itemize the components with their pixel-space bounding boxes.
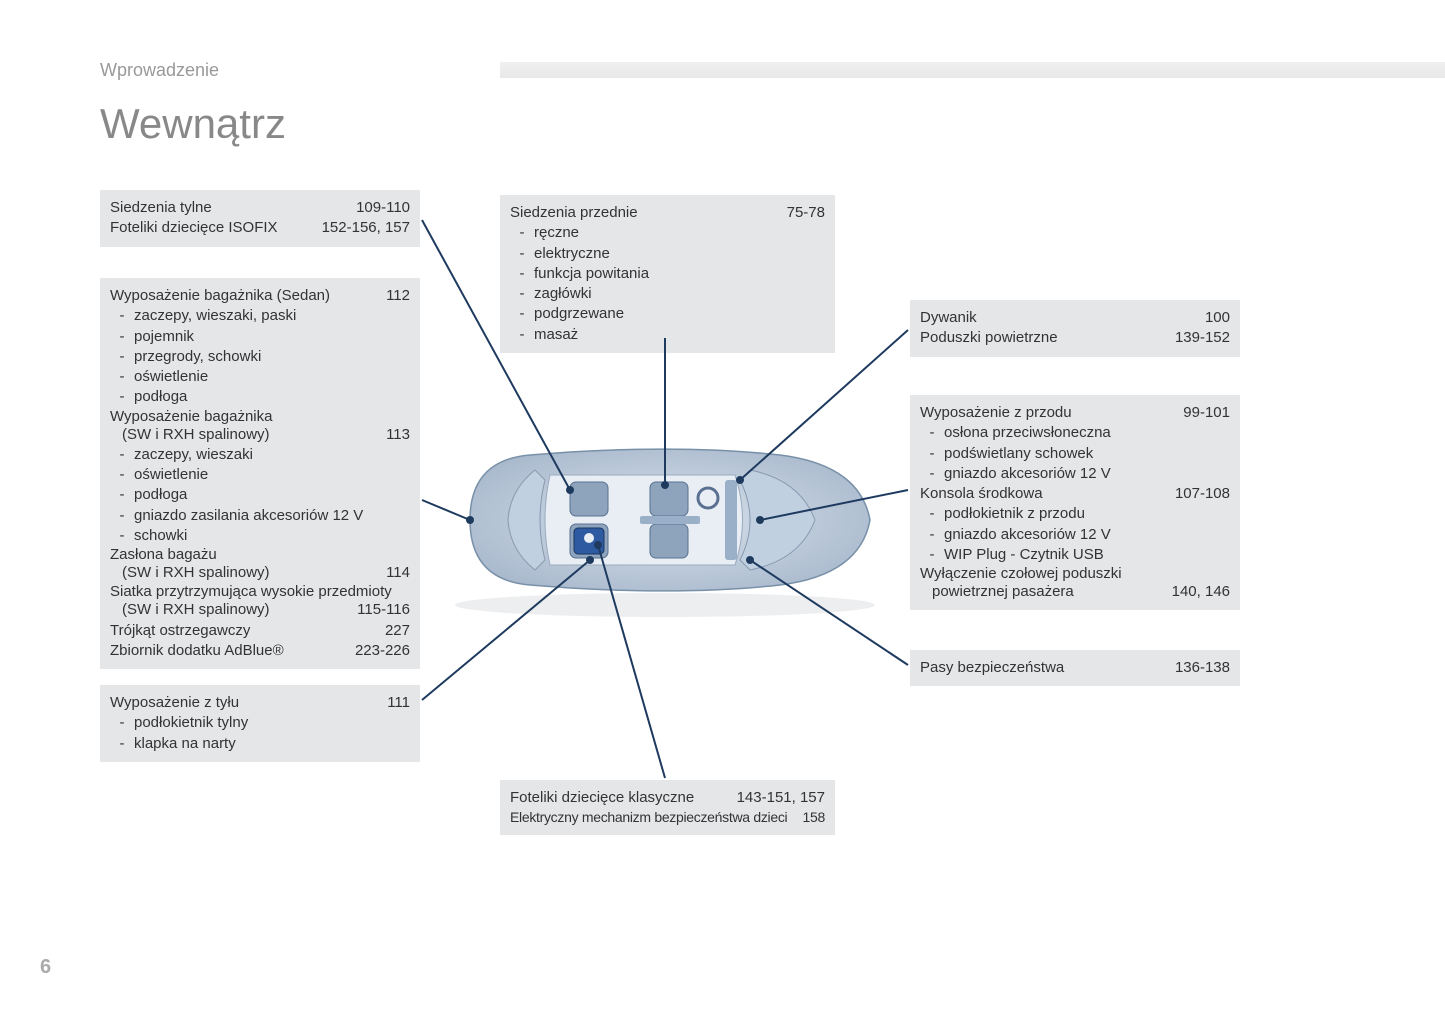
sub: oświetlenie <box>134 367 208 387</box>
sub: podświetlany schowek <box>944 444 1093 464</box>
sub: pojemnik <box>134 327 194 347</box>
pages: 109-110 <box>348 198 410 218</box>
pages: 140, 146 <box>1164 582 1230 602</box>
box-front-equipment: Wyposażenie z przodu99-101 -osłona przec… <box>910 395 1240 610</box>
box-front-seats: Siedzenia przednie75-78 -ręczne -elektry… <box>500 195 835 353</box>
indent: powietrznej pasażera <box>920 582 1164 602</box>
sub: zagłówki <box>534 284 592 304</box>
label: Wyposażenie bagażnika <box>110 408 272 425</box>
pages: 113 <box>378 425 410 445</box>
pages: 100 <box>1197 308 1230 328</box>
label: Siedzenia przednie <box>510 203 779 223</box>
pages: 139-152 <box>1167 328 1230 348</box>
indent: (SW i RXH spalinowy) <box>110 425 378 445</box>
box-rear-seats: Siedzenia tylne109-110 Foteliki dziecięc… <box>100 190 420 247</box>
sub: przegrody, schowki <box>134 347 261 367</box>
sub: podłoga <box>134 387 187 407</box>
pages: 75-78 <box>779 203 825 223</box>
sub: gniazdo akcesoriów 12 V <box>944 525 1111 545</box>
sub: podłokietnik z przodu <box>944 504 1085 524</box>
pages: 143-151, 157 <box>729 788 825 808</box>
pages: 115-116 <box>349 600 410 620</box>
pages: 107-108 <box>1167 484 1230 504</box>
sub: masaż <box>534 325 578 345</box>
sub: gniazdo zasilania akcesoriów 12 V <box>134 506 363 526</box>
label: Foteliki dziecięce klasyczne <box>510 788 729 808</box>
label: Wyłączenie czołowej poduszki <box>920 565 1122 582</box>
car-top-view <box>440 420 890 620</box>
sub: podłokietnik tylny <box>134 713 248 733</box>
label: Trójkąt ostrzegawczy <box>110 621 377 641</box>
label: Wyposażenie z tyłu <box>110 693 379 713</box>
sub: zaczepy, wieszaki <box>134 445 253 465</box>
sub: elektryczne <box>534 244 610 264</box>
box-trunk-equipment: Wyposażenie bagażnika (Sedan)112 -zaczep… <box>100 278 420 669</box>
label: Wyposażenie z przodu <box>920 403 1175 423</box>
label: Konsola środkowa <box>920 484 1167 504</box>
pages: 223-226 <box>347 641 410 661</box>
label: Siedzenia tylne <box>110 198 348 218</box>
pages: 111 <box>379 693 410 713</box>
pages: 158 <box>795 808 825 827</box>
sub: ręczne <box>534 223 579 243</box>
pages: 114 <box>378 563 410 583</box>
label: Dywanik <box>920 308 1197 328</box>
sub: klapka na narty <box>134 734 236 754</box>
label: Zasłona bagażu <box>110 546 217 563</box>
page-title: Wewnątrz <box>100 100 286 148</box>
indent: (SW i RXH spalinowy) <box>110 600 349 620</box>
sub: oświetlenie <box>134 465 208 485</box>
box-child-seats: Foteliki dziecięce klasyczne143-151, 157… <box>500 780 835 835</box>
sub: zaczepy, wieszaki, paski <box>134 306 296 326</box>
page-number: 6 <box>40 956 51 979</box>
sub: funkcja powitania <box>534 264 649 284</box>
label: Pasy bezpieczeństwa <box>920 658 1167 678</box>
label: Elektryczny mechanizm bezpieczeństwa dzi… <box>510 808 795 827</box>
label: Zbiornik dodatku AdBlue® <box>110 641 347 661</box>
indent: (SW i RXH spalinowy) <box>110 563 378 583</box>
box-seatbelts: Pasy bezpieczeństwa136-138 <box>910 650 1240 686</box>
label: Poduszki powietrzne <box>920 328 1167 348</box>
label: Foteliki dziecięce ISOFIX <box>110 218 314 238</box>
top-gradient-bar <box>500 62 1445 78</box>
sub: WIP Plug - Czytnik USB <box>944 545 1104 565</box>
sub: schowki <box>134 526 187 546</box>
pages: 136-138 <box>1167 658 1230 678</box>
section-label: Wprowadzenie <box>100 60 219 81</box>
label: Wyposażenie bagażnika (Sedan) <box>110 286 378 306</box>
box-mat-airbags: Dywanik100 Poduszki powietrzne139-152 <box>910 300 1240 357</box>
pages: 152-156, 157 <box>314 218 410 238</box>
pages: 99-101 <box>1175 403 1230 423</box>
pages: 112 <box>378 286 410 306</box>
sub: podłoga <box>134 485 187 505</box>
pages: 227 <box>377 621 410 641</box>
label: Siatka przytrzymująca wysokie przedmioty <box>110 583 392 600</box>
sub: gniazdo akcesoriów 12 V <box>944 464 1111 484</box>
box-rear-equipment: Wyposażenie z tyłu111 -podłokietnik tyln… <box>100 685 420 762</box>
sub: osłona przeciwsłoneczna <box>944 423 1111 443</box>
sub: podgrzewane <box>534 304 624 324</box>
